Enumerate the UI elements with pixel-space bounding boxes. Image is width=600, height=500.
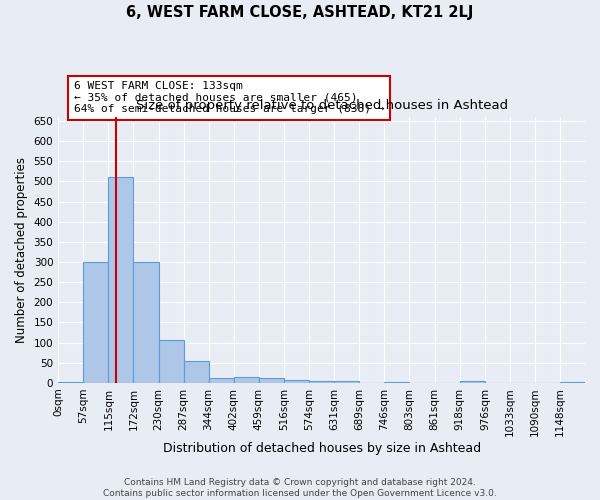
Bar [560, 382, 585, 383]
Y-axis label: Number of detached properties: Number of detached properties [15, 157, 28, 343]
Bar [159, 340, 184, 383]
Bar [109, 178, 133, 383]
Bar [284, 380, 309, 383]
Text: Contains HM Land Registry data © Crown copyright and database right 2024.
Contai: Contains HM Land Registry data © Crown c… [103, 478, 497, 498]
Bar [385, 382, 409, 383]
Bar [460, 381, 485, 383]
Text: 6 WEST FARM CLOSE: 133sqm
← 35% of detached houses are smaller (465)
64% of semi: 6 WEST FARM CLOSE: 133sqm ← 35% of detac… [74, 81, 385, 114]
Bar [334, 381, 359, 383]
Text: 6, WEST FARM CLOSE, ASHTEAD, KT21 2LJ: 6, WEST FARM CLOSE, ASHTEAD, KT21 2LJ [127, 5, 473, 20]
Bar [259, 378, 284, 383]
Title: Size of property relative to detached houses in Ashtead: Size of property relative to detached ho… [136, 98, 508, 112]
Bar [133, 262, 159, 383]
Bar [234, 377, 259, 383]
X-axis label: Distribution of detached houses by size in Ashtead: Distribution of detached houses by size … [163, 442, 481, 455]
Bar [83, 262, 109, 383]
Bar [184, 360, 209, 383]
Bar [209, 378, 234, 383]
Bar [58, 382, 83, 383]
Bar [309, 381, 334, 383]
